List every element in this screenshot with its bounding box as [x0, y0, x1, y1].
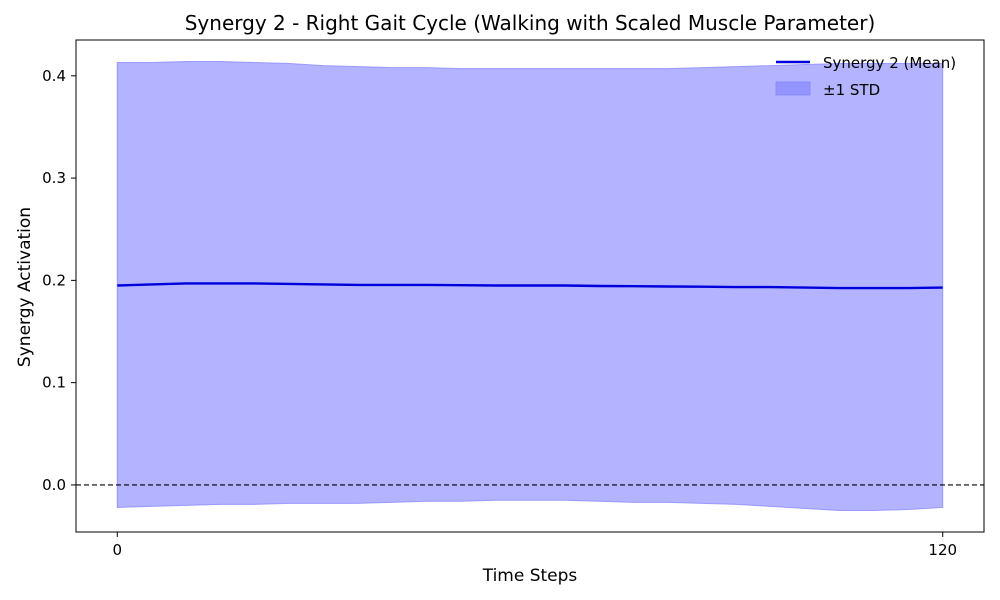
legend-std-label: ±1 STD — [823, 81, 880, 99]
y-tick-label: 0.4 — [42, 67, 66, 85]
mean-line — [117, 282, 943, 290]
y-tick-label: 0.1 — [42, 374, 66, 392]
y-tick-label: 0.0 — [42, 476, 66, 494]
plot-area — [76, 60, 984, 512]
x-axis-label: Time Steps — [482, 566, 578, 586]
legend-std-swatch — [775, 81, 811, 96]
chart-title: Synergy 2 - Right Gait Cycle (Walking wi… — [185, 11, 876, 35]
y-axis-ticks: 0.0 0.1 0.2 0.3 0.4 — [42, 67, 76, 494]
legend-mean-label: Synergy 2 (Mean) — [823, 54, 956, 72]
y-tick-label: 0.2 — [42, 271, 66, 289]
plot-frame — [75, 39, 985, 533]
x-tick-label: 0 — [112, 541, 122, 559]
x-axis-ticks: 0 120 — [112, 532, 957, 559]
y-axis-label: Synergy Activation — [15, 207, 35, 367]
x-tick-label: 120 — [928, 541, 957, 559]
y-tick-label: 0.3 — [42, 169, 66, 187]
legend: Synergy 2 (Mean) ±1 STD — [775, 54, 956, 99]
